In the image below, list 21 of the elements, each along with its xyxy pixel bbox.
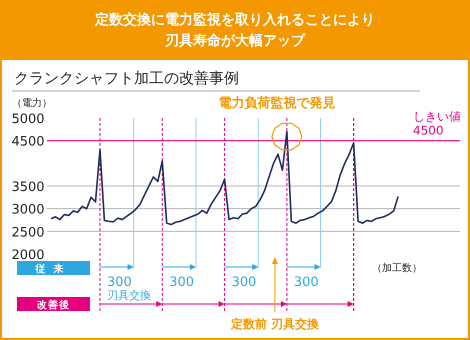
text: 刃具交換 [106,289,151,302]
line-series [50,130,399,226]
text: 300 [106,275,132,290]
y-tick-label: 4500 [11,134,45,150]
text: 300 [232,275,256,290]
text: 定数前 刃具交換 [230,317,320,331]
y-tick-label: 2500 [11,225,45,240]
ref-line-label: しきい値 4500 [413,110,461,138]
x-axis-title: （加工数） [372,262,422,274]
text: 300 [169,275,194,290]
text: 電力負荷監視で発見 [218,95,336,111]
y-tick-label: 3500 [11,180,45,195]
y-tick-label: 3000 [11,202,45,218]
y-axis-title: （電力） [12,97,52,109]
text: 従来 [34,263,72,275]
y-tick-label: 2000 [11,248,45,263]
text: 改善後 [37,299,70,311]
chart-title: 定数交換に電力監視を取り入れることにより刃具寿命が大幅アップ [94,11,375,49]
y-tick-label: 5000 [11,112,45,127]
text: 300 [294,275,319,290]
chart-subtitle: クランクシャフト加工の改善事例 [14,69,239,87]
